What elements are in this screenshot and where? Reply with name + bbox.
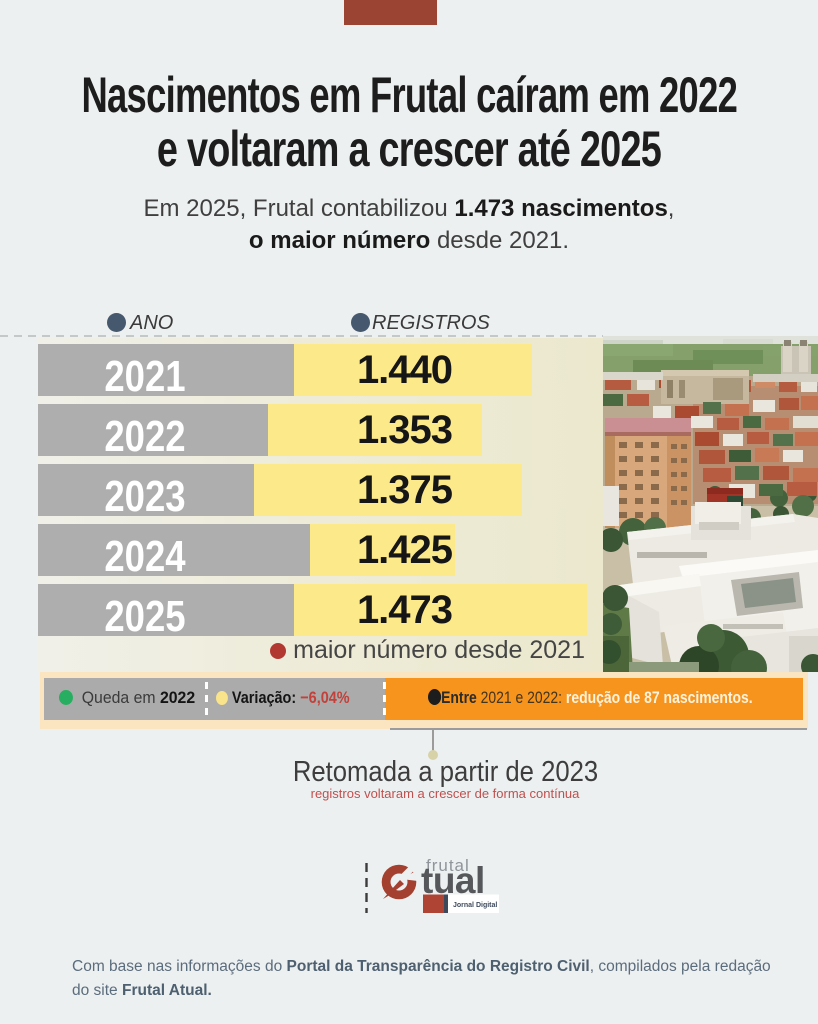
svg-text:tual: tual xyxy=(421,860,485,901)
svg-text:frutal: frutal xyxy=(426,856,470,875)
svg-text:Jornal Digital: Jornal Digital xyxy=(453,902,497,909)
